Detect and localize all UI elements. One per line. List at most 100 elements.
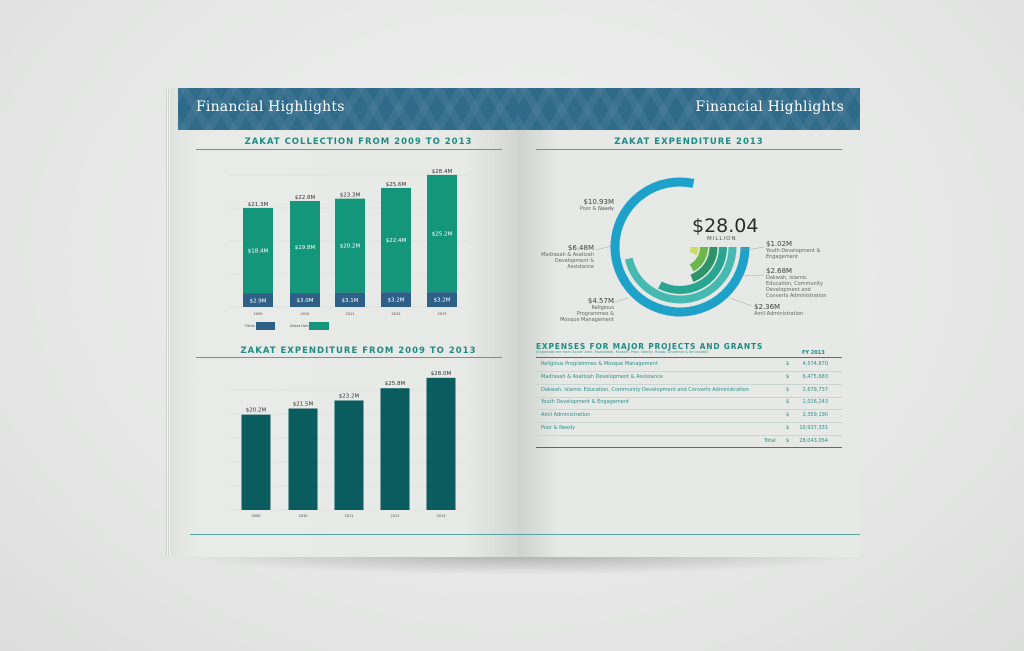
table-row: Poor & Needy $10,937,331: [536, 422, 842, 436]
currency: $: [786, 399, 790, 406]
segment-value: $2.36M: [754, 303, 781, 311]
data-label: $25.8M: [385, 381, 406, 387]
leader-line: [741, 274, 765, 277]
divider: [196, 149, 502, 150]
data-label-total: $28.4M: [432, 169, 453, 175]
data-label: $28.0M: [431, 371, 452, 377]
table-row: Youth Development & Engagement $1,016,243: [536, 396, 842, 411]
bar-zakat-harta: [243, 207, 273, 294]
segment-value: $10.93M: [583, 198, 614, 206]
data-label-zakat-harta: $22.4M: [386, 238, 407, 244]
radial-arc: [690, 246, 718, 283]
segment-name: Dakwah, Islamic Education, Community Dev…: [766, 275, 827, 299]
row-value: 2,359,190: [802, 412, 828, 419]
segment-name: Religious Programmes & Mosque Management: [560, 305, 614, 323]
bar-fitrah: [290, 293, 320, 307]
radial-arc: [658, 246, 727, 294]
row-value: 6,475,683: [802, 373, 828, 380]
data-label-fitrah: $2.9M: [250, 298, 267, 304]
segment-label-youth: $1.02M Youth Development & Engagement: [766, 240, 846, 260]
leader-line: [611, 297, 629, 304]
bar-zakat-harta: [335, 198, 365, 293]
x-tick-label: 2010: [301, 312, 310, 316]
data-label-fitrah: $3.0M: [297, 298, 314, 304]
x-tick-label: 2010: [299, 514, 308, 518]
radial-arc: [689, 246, 708, 272]
data-label-zakat-harta: $18.4M: [248, 249, 269, 255]
x-tick-label: 2013: [437, 514, 446, 518]
table-row: Madrasah & Asatizah Development & Assist…: [536, 371, 842, 385]
leader-line: [597, 207, 615, 211]
header-band-right: Financial Highlights: [518, 88, 860, 130]
bar-fitrah: [335, 292, 365, 307]
x-tick-label: 2011: [346, 312, 355, 316]
header-band-left: Financial Highlights: [178, 88, 518, 130]
table-title: EXPENSES FOR MAJOR PROJECTS AND GRANTS: [536, 342, 764, 351]
data-label-fitrah: $3.2M: [388, 298, 405, 304]
segment-label-madrasah: $6.48M Madrasah & Asatizah Development & …: [532, 244, 594, 270]
segment-name: Poor & Needy: [579, 206, 614, 212]
data-label-total: $21.3M: [248, 202, 269, 208]
data-label: $23.2M: [339, 393, 360, 399]
currency: $: [786, 412, 790, 419]
x-tick-label: 2012: [392, 312, 401, 316]
bar-zakat-harta: [427, 174, 457, 293]
data-label: $20.2M: [246, 408, 267, 414]
data-label: $21.5M: [293, 402, 314, 408]
row-value: 4,574,870: [802, 361, 828, 367]
data-label-zakat-harta: $20.2M: [340, 244, 361, 250]
currency: $: [786, 373, 790, 380]
x-tick-label: 2009: [252, 514, 261, 518]
segment-label-poor-needy: $10.93M Poor & Needy: [568, 198, 614, 212]
row-value: 2,679,737: [802, 386, 828, 393]
segment-label-dakwah: $2.68M Dakwah, Islamic Education, Communi…: [766, 267, 832, 299]
expenditure-chart: $20.2M 2009 $21.5M 2010 $23.2M 2011 $25.8M 2012…: [228, 371, 470, 518]
collection-chart: $2.9M $18.4M $21.3M 2009 $3.0M $19.8M $22.8M 20…: [228, 169, 470, 330]
table-total-row: Total $ 28,043,054: [536, 435, 842, 448]
bar-fitrah: [427, 292, 457, 307]
row-name: Amil Administration: [541, 412, 591, 419]
radial-chart-title: ZAKAT EXPENDITURE 2013: [614, 137, 764, 147]
data-label-fitrah: $3.1M: [342, 298, 359, 304]
data-label-total: $25.6M: [386, 182, 407, 188]
leader-line: [729, 297, 753, 307]
currency: $: [786, 425, 790, 431]
bar-expenditure: [426, 377, 456, 510]
total-label: Total: [764, 438, 776, 444]
row-name: Religious Programmes & Mosque Management: [541, 361, 658, 367]
segment-label-amil: $2.36M Amil Administration: [754, 303, 814, 317]
segment-label-religious: $4.57M Religious Programmes & Mosque Mana…: [560, 297, 614, 323]
radial-arc: [624, 246, 737, 304]
bar-expenditure: [380, 388, 410, 510]
data-label-zakat-harta: $25.2M: [432, 232, 453, 238]
leader-line: [739, 246, 765, 252]
x-tick-label: 2009: [254, 312, 263, 316]
radial-center-value: $28.04: [692, 215, 759, 237]
expenditure-chart-title: ZAKAT EXPENDITURE FROM 2009 TO 2013: [240, 346, 477, 356]
total-value: 28,043,054: [799, 438, 828, 444]
table-header-rule: [536, 357, 842, 358]
bar-zakat-harta: [290, 200, 320, 294]
radial-arc: [689, 246, 699, 256]
data-label-total: $23.3M: [340, 193, 361, 199]
table-row: Dakwah, Islamic Education, Community Dev…: [536, 384, 842, 398]
segment-value: $1.02M: [766, 240, 793, 248]
leader-line: [595, 245, 612, 251]
radial-center-unit: MILLION: [707, 236, 737, 242]
table-row: Amil Administration $2,359,190: [536, 409, 842, 424]
table-bottom-rule: [536, 447, 842, 448]
data-label-zakat-harta: $19.8M: [295, 245, 316, 251]
currency: $: [786, 361, 790, 367]
row-value: 1,016,243: [802, 399, 828, 406]
table-column-header: FY 2013: [802, 350, 825, 356]
segment-value: $2.68M: [766, 267, 793, 275]
row-name: Youth Development & Engagement: [541, 399, 629, 406]
right-page: Financial Highlights: [518, 88, 860, 557]
page-title-left: Financial Highlights: [196, 99, 345, 115]
row-value: 10,937,331: [799, 425, 828, 431]
row-name: Dakwah, Islamic Education, Community Dev…: [541, 386, 749, 393]
footer-rule: [190, 534, 860, 535]
currency: $: [786, 438, 790, 444]
legend-swatch-zakat-harta: [309, 322, 329, 330]
radial-arc: [610, 177, 750, 317]
